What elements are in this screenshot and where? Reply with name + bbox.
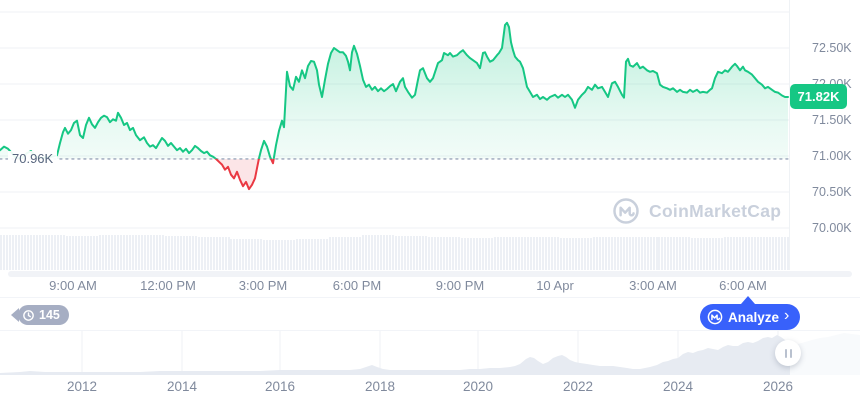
volume-bar-segment xyxy=(230,239,264,270)
year-axis-tick: 2012 xyxy=(66,379,98,394)
time-axis: 9:00 AM 12:00 PM 3:00 PM 6:00 PM 9:00 PM 10 A… xyxy=(0,278,860,296)
watermark-text: CoinMarketCap xyxy=(649,200,782,221)
coinmarketcap-watermark: CoinMarketCap xyxy=(612,197,781,225)
time-axis-tick: 3:00 PM xyxy=(238,278,288,293)
handle-grip-bar xyxy=(784,348,787,358)
year-axis: 2012 2014 2016 2018 2020 2022 2024 2026 xyxy=(0,379,860,397)
volume-bar-segment xyxy=(395,236,428,270)
history-count: 145 xyxy=(39,308,60,322)
minimap-divider xyxy=(0,330,860,331)
coinmarketcap-logo-icon xyxy=(707,309,723,325)
minimap-drag-handle[interactable] xyxy=(775,340,801,366)
volume-bar-segment xyxy=(526,237,560,270)
price-axis-label: 72.50K xyxy=(812,41,852,55)
volume-bar-segment xyxy=(296,239,330,270)
volume-bar-segment xyxy=(493,237,527,270)
year-axis-tick: 2022 xyxy=(562,379,594,394)
volume-bar-segment xyxy=(32,235,66,270)
year-axis-tick: 2016 xyxy=(264,379,296,394)
analyze-button[interactable]: Analyze › xyxy=(700,304,801,330)
time-axis-tick: 9:00 PM xyxy=(435,278,485,293)
time-axis-tick: 3:00 AM xyxy=(629,278,677,293)
price-axis-label: 71.50K xyxy=(812,113,852,127)
analyze-pointer-arrow xyxy=(741,296,755,304)
year-axis-tick: 2026 xyxy=(762,379,794,394)
volume-bar-segment xyxy=(559,238,593,270)
volume-bar-segment xyxy=(625,237,659,270)
volume-bar-segment xyxy=(592,237,626,270)
time-axis-tick: 6:00 PM xyxy=(332,278,382,293)
history-count-badge[interactable]: 145 xyxy=(18,305,69,325)
volume-bar-segment xyxy=(164,236,198,270)
year-axis-tick: 2014 xyxy=(166,379,198,394)
volume-bar-segment xyxy=(263,240,297,270)
coinmarketcap-logo-icon xyxy=(613,198,639,224)
volume-bar-segment xyxy=(691,238,725,270)
volume-bar-segment xyxy=(724,237,758,270)
volume-bar-segment xyxy=(197,237,231,270)
volume-bar-segment xyxy=(131,235,165,270)
year-axis-tick: 2024 xyxy=(662,379,694,394)
time-axis-tick: 6:00 AM xyxy=(719,278,767,293)
volume-bars-strip xyxy=(0,232,791,270)
price-axis-label: 70.00K xyxy=(812,221,852,235)
volume-bar-segment xyxy=(460,238,494,270)
volume-bar-segment xyxy=(0,235,33,270)
time-axis-tick: 10 Apr xyxy=(536,278,574,293)
main-price-chart[interactable] xyxy=(0,0,790,270)
year-axis-tick: 2018 xyxy=(364,379,396,394)
chevron-right-icon: › xyxy=(784,307,790,324)
current-price-badge: 71.82K xyxy=(790,84,847,109)
volume-bar-segment xyxy=(658,237,692,270)
volume-bar-segment xyxy=(362,235,396,270)
volume-bar-segment xyxy=(329,237,363,270)
handle-grip-bar xyxy=(789,348,792,358)
time-axis-tick: 9:00 AM xyxy=(49,278,97,293)
analyze-label: Analyze xyxy=(728,309,780,325)
chart-scroll-track[interactable] xyxy=(8,271,852,277)
timeline-minimap[interactable] xyxy=(0,331,860,376)
clock-icon xyxy=(23,309,34,321)
volume-bar-segment xyxy=(427,237,461,270)
toolbar-divider xyxy=(0,297,860,298)
volume-bar-segment xyxy=(757,237,791,270)
volume-bar-segment xyxy=(65,236,99,270)
baseline-price-label: 70.96K xyxy=(8,151,58,166)
volume-bar-segment xyxy=(98,235,132,270)
time-axis-tick: 12:00 PM xyxy=(140,278,196,293)
price-axis-label: 71.00K xyxy=(812,149,852,163)
year-axis-tick: 2020 xyxy=(462,379,494,394)
price-axis-label: 70.50K xyxy=(812,185,852,199)
